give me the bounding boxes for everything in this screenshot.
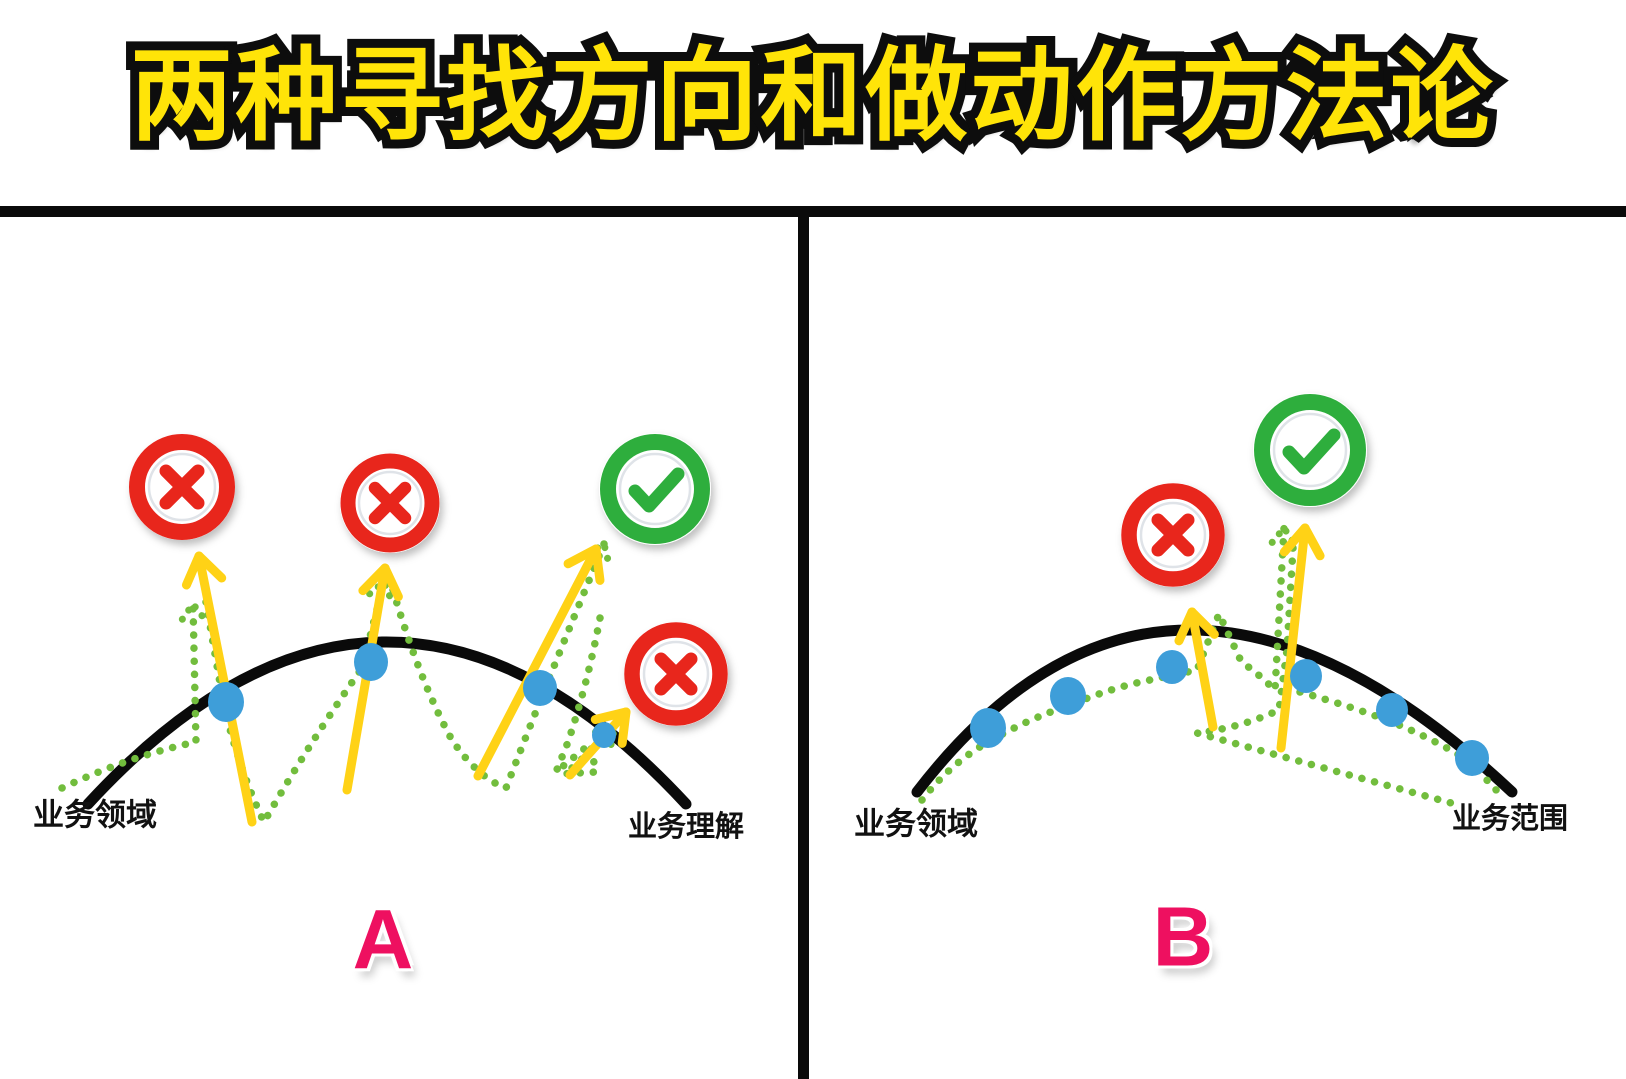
- panel-b-arrows: [1174, 523, 1325, 753]
- cross-icon: [1121, 483, 1225, 587]
- panel-b-curve-points: [970, 650, 1489, 776]
- curve-point: [523, 670, 557, 706]
- panel-b-left-label: 业务领域: [854, 806, 978, 842]
- cross-icon: [129, 434, 235, 540]
- check-icon: [1253, 393, 1367, 507]
- curve-point: [592, 722, 616, 748]
- curve-point: [1455, 740, 1489, 776]
- horizontal-divider: [0, 206, 1626, 217]
- check-icon: [599, 433, 711, 545]
- curve-point: [970, 708, 1006, 748]
- panel-a: [58, 433, 728, 831]
- arrow-up-short: [1174, 607, 1219, 732]
- curve-point: [1156, 650, 1188, 684]
- cross-icon: [624, 622, 728, 726]
- panel-b: [911, 393, 1518, 810]
- cross-icon: [340, 453, 440, 553]
- page-title-outline: 两种寻找方向和做动作方法论: [122, 30, 1502, 162]
- curve-point: [1050, 677, 1086, 715]
- vertical-divider: [798, 210, 809, 1079]
- panel-a-curve-points: [208, 643, 616, 748]
- arrow-up-long: [1276, 523, 1325, 753]
- panel-b-letter: B: [1152, 889, 1214, 984]
- panel-b-right-label: 业务范围: [1451, 803, 1569, 835]
- panel-a-letter: A: [352, 892, 414, 987]
- curve-point: [354, 643, 388, 681]
- panel-a-right-label: 业务理解: [627, 811, 745, 843]
- curve-point: [208, 682, 244, 722]
- curve-point: [1290, 659, 1322, 693]
- panel-a-left-label: 业务领域: [33, 797, 157, 833]
- panel-a-arrows: [181, 544, 631, 827]
- arrow-up-3: [473, 544, 605, 781]
- page-title: 两种寻找方向和做动作方法论 两种寻找方向和做动作方法论: [0, 30, 1626, 166]
- page-title-text: 两种寻找方向和做动作方法论: [130, 39, 1496, 153]
- curve-point: [1376, 693, 1408, 727]
